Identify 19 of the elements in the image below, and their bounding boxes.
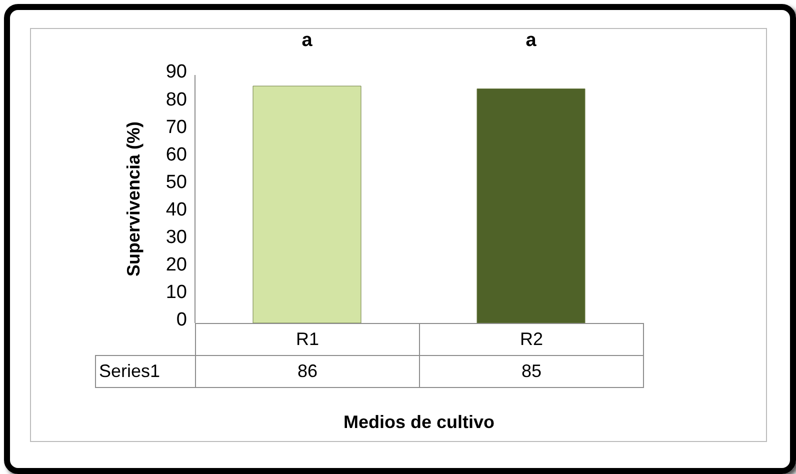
y-tick-label: 20 (166, 254, 187, 276)
y-tick-label: 70 (166, 116, 187, 138)
y-tick-label: 10 (166, 282, 187, 304)
y-tick-label: 60 (166, 144, 187, 166)
y-tick-label: 90 (166, 62, 187, 83)
y-tick-label: 40 (166, 200, 187, 221)
x-tick-label: R2 (419, 323, 644, 356)
data-label: 85 (419, 355, 644, 388)
text: a (524, 30, 538, 52)
y-tick-label: 80 (166, 89, 187, 110)
y-axis-title: Supervivencia (%) (123, 121, 144, 277)
x-axis-title: Medios de cultivo (342, 412, 496, 433)
text: a (300, 30, 314, 52)
y-tick-label: 0 (176, 310, 187, 331)
x-tick-label: R1 (195, 323, 420, 356)
y-tick-label: 30 (166, 227, 187, 248)
text: Series1 (95, 355, 196, 388)
y-tick-label: 50 (166, 172, 187, 193)
data-label: 86 (195, 355, 420, 388)
